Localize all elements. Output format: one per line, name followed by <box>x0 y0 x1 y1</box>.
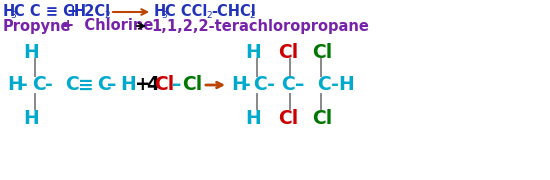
Text: H: H <box>338 75 354 94</box>
Text: C: C <box>281 75 295 94</box>
Text: H: H <box>154 4 166 19</box>
Text: 3: 3 <box>161 10 167 19</box>
Text: Cl: Cl <box>182 75 202 94</box>
Text: -: - <box>243 75 251 94</box>
Text: H: H <box>120 75 136 94</box>
Text: H: H <box>245 109 261 127</box>
Text: H: H <box>245 42 261 62</box>
Text: Cl: Cl <box>312 42 332 62</box>
Text: -: - <box>20 75 28 94</box>
Text: C: C <box>32 75 46 94</box>
Text: Propyne: Propyne <box>3 19 72 33</box>
Text: ≡: ≡ <box>78 75 94 94</box>
Text: 2: 2 <box>206 10 212 19</box>
Text: H: H <box>3 4 15 19</box>
Text: 4: 4 <box>146 75 159 94</box>
Text: Cl: Cl <box>278 109 298 127</box>
Text: H: H <box>23 42 39 62</box>
Text: C-: C- <box>317 75 339 94</box>
Text: -CHCl: -CHCl <box>211 4 256 19</box>
Text: -: - <box>45 75 53 94</box>
Text: +: + <box>135 75 151 94</box>
Text: C C ≡ CH: C C ≡ CH <box>14 4 86 19</box>
Text: C: C <box>65 75 79 94</box>
Text: Cl: Cl <box>154 75 174 94</box>
Text: C: C <box>97 75 111 94</box>
Text: 3: 3 <box>10 10 16 19</box>
Text: H: H <box>231 75 247 94</box>
Text: +  Chlorine: + Chlorine <box>62 19 153 33</box>
Text: 2: 2 <box>249 10 255 19</box>
Text: + 2Cl: + 2Cl <box>67 4 110 19</box>
Text: –: – <box>295 75 304 94</box>
Text: 1,1,2,2-terachloropropane: 1,1,2,2-terachloropropane <box>151 19 369 33</box>
Text: C-: C- <box>253 75 275 94</box>
Text: –: – <box>107 75 117 94</box>
Text: H: H <box>23 109 39 127</box>
Text: C CCl: C CCl <box>165 4 207 19</box>
Text: 2: 2 <box>104 10 109 19</box>
Text: Cl: Cl <box>312 109 332 127</box>
Text: H: H <box>7 75 23 94</box>
Text: –: – <box>172 75 182 94</box>
Text: Cl: Cl <box>278 42 298 62</box>
